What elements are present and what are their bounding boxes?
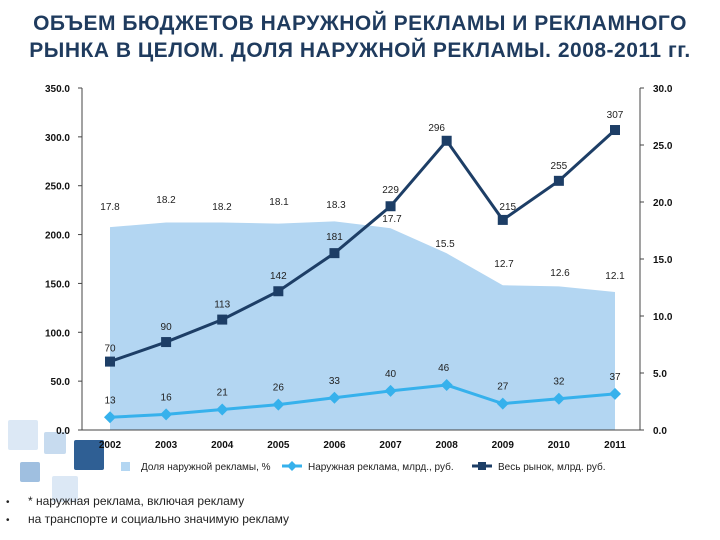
market-marker [273, 286, 284, 297]
market-data-label: 296 [428, 123, 445, 134]
share-data-label: 18.3 [326, 200, 346, 211]
market-data-label: 229 [382, 185, 399, 196]
market-data-label: 181 [326, 232, 343, 243]
share-data-label: 17.8 [100, 202, 120, 213]
market-marker [385, 201, 396, 212]
x-tick-label: 2002 [99, 440, 122, 451]
legend-label: Весь рынок, млрд. руб. [498, 461, 606, 473]
right-tick-label: 5.0 [653, 369, 667, 380]
right-tick-label: 15.0 [653, 255, 673, 266]
outdoor-marker [160, 408, 173, 421]
outdoor-marker [328, 391, 341, 404]
legend-marker [478, 462, 486, 470]
market-marker [441, 135, 452, 146]
market-data-label: 215 [499, 202, 516, 213]
page-title: ОБЪЕМ БЮДЖЕТОВ НАРУЖНОЙ РЕКЛАМЫ И РЕКЛАМ… [0, 10, 720, 64]
outdoor-data-label: 27 [497, 382, 509, 393]
left-tick-label: 100.0 [45, 328, 70, 339]
outdoor-data-label: 26 [273, 383, 285, 394]
title-line-2: РЫНКА В ЦЕЛОМ. ДОЛЯ НАРУЖНОЙ РЕКЛАМЫ. 20… [29, 39, 691, 62]
x-tick-label: 2005 [267, 440, 290, 451]
bullet-icon: • [6, 515, 10, 526]
legend-swatch-share [121, 462, 130, 471]
left-tick-label: 50.0 [51, 377, 71, 388]
decorative-square [20, 462, 40, 482]
x-tick-label: 2011 [604, 440, 626, 451]
left-tick-label: 250.0 [45, 182, 70, 193]
market-data-label: 142 [270, 271, 287, 282]
left-tick-label: 200.0 [45, 231, 70, 242]
right-tick-label: 0.0 [653, 426, 667, 437]
market-marker [610, 125, 620, 136]
market-marker [553, 175, 564, 186]
share-data-label: 17.7 [382, 214, 402, 225]
outdoor-marker [216, 403, 229, 416]
right-tick-label: 25.0 [653, 141, 673, 152]
market-marker [217, 314, 228, 325]
market-line [109, 128, 617, 364]
outdoor-marker [609, 387, 621, 400]
title-line-1: ОБЪЕМ БЮДЖЕТОВ НАРУЖНОЙ РЕКЛАМЫ И РЕКЛАМ… [33, 12, 687, 35]
x-tick-label: 2008 [436, 440, 459, 451]
x-tick-label: 2009 [492, 440, 515, 451]
market-data-label: 90 [161, 322, 173, 333]
legend-marker [287, 461, 297, 471]
market-marker [497, 214, 508, 225]
x-tick-label: 2007 [379, 440, 402, 451]
share-data-label: 12.6 [550, 268, 570, 279]
market-marker [329, 248, 340, 259]
outdoor-data-label: 21 [217, 387, 229, 398]
market-data-label: 70 [104, 344, 116, 355]
right-tick-label: 10.0 [653, 312, 673, 323]
decorative-square [74, 440, 104, 470]
outdoor-marker [384, 384, 397, 397]
outdoor-data-label: 16 [161, 392, 173, 403]
footnote-line-1: * наружная реклама, включая рекламу [28, 494, 245, 508]
left-tick-label: 0.0 [56, 426, 70, 437]
outdoor-data-label: 13 [104, 395, 116, 406]
outdoor-marker [552, 392, 565, 405]
x-tick-label: 2004 [211, 440, 234, 451]
outdoor-data-label: 40 [385, 369, 397, 380]
decorative-square [8, 420, 38, 450]
market-data-label: 255 [551, 161, 568, 172]
footnote: • * наружная реклама, включая рекламу • на… [6, 493, 289, 529]
legend-label: Доля наружной рекламы, % [141, 462, 271, 473]
x-tick-label: 2003 [155, 440, 178, 451]
right-tick-label: 20.0 [653, 198, 673, 209]
share-data-label: 18.2 [156, 195, 176, 206]
left-tick-label: 150.0 [45, 279, 70, 290]
outdoor-data-label: 32 [553, 377, 565, 388]
x-tick-label: 2006 [323, 440, 346, 451]
outdoor-marker [272, 398, 285, 411]
share-data-label: 12.1 [605, 271, 625, 282]
share-data-label: 18.1 [269, 197, 289, 208]
left-tick-label: 350.0 [45, 84, 70, 95]
x-tick-label: 2010 [548, 440, 571, 451]
bullet-icon: • [6, 497, 10, 508]
outdoor-data-label: 33 [329, 376, 341, 387]
market-data-label: 113 [214, 300, 230, 311]
outdoor-marker [496, 397, 509, 410]
market-marker [161, 337, 172, 348]
market-marker [105, 356, 115, 367]
share-data-label: 12.7 [494, 259, 514, 270]
outdoor-marker [104, 411, 116, 424]
left-tick-label: 300.0 [45, 133, 70, 144]
footnote-line-2: на транспорте и социально значимую рекла… [28, 512, 290, 526]
market-data-label: 307 [607, 110, 624, 121]
share-data-label: 15.5 [435, 239, 455, 250]
outdoor-marker [440, 379, 453, 392]
outdoor-data-label: 46 [438, 363, 450, 374]
share-area [110, 221, 615, 430]
outdoor-data-label: 37 [609, 372, 621, 383]
right-tick-label: 30.0 [653, 84, 673, 95]
share-data-label: 18.2 [212, 202, 232, 213]
decorative-square [44, 432, 66, 454]
outdoor-line [109, 383, 616, 419]
decorative-square [52, 476, 78, 502]
legend-label: Наружная реклама, млрд., руб. [308, 461, 454, 473]
